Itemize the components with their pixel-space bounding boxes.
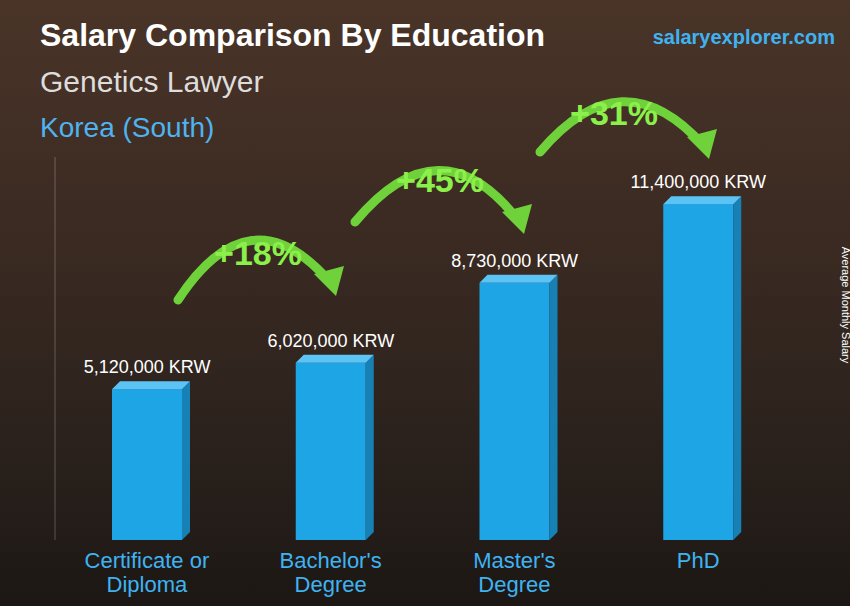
svg-text:Salary Comparison By Education: Salary Comparison By Education bbox=[40, 17, 545, 53]
svg-text:5,120,000 KRW: 5,120,000 KRW bbox=[84, 357, 211, 377]
svg-text:+31%: +31% bbox=[570, 94, 658, 132]
svg-text:PhD: PhD bbox=[677, 548, 720, 573]
svg-text:11,400,000 KRW: 11,400,000 KRW bbox=[631, 172, 766, 192]
svg-text:Genetics Lawyer: Genetics Lawyer bbox=[40, 65, 263, 98]
svg-text:salaryexplorer.com: salaryexplorer.com bbox=[653, 26, 835, 48]
svg-text:Bachelor'sDegree: Bachelor'sDegree bbox=[280, 548, 382, 597]
svg-text:Certificate orDiploma: Certificate orDiploma bbox=[85, 548, 210, 597]
svg-text:Master'sDegree: Master'sDegree bbox=[473, 548, 555, 597]
svg-text:Average Monthly Salary: Average Monthly Salary bbox=[840, 247, 842, 364]
svg-text:Korea (South): Korea (South) bbox=[40, 112, 214, 143]
svg-text:6,020,000 KRW: 6,020,000 KRW bbox=[267, 331, 394, 351]
svg-text:8,730,000 KRW: 8,730,000 KRW bbox=[451, 251, 578, 271]
svg-text:+45%: +45% bbox=[396, 161, 484, 199]
svg-text:+18%: +18% bbox=[214, 234, 302, 272]
